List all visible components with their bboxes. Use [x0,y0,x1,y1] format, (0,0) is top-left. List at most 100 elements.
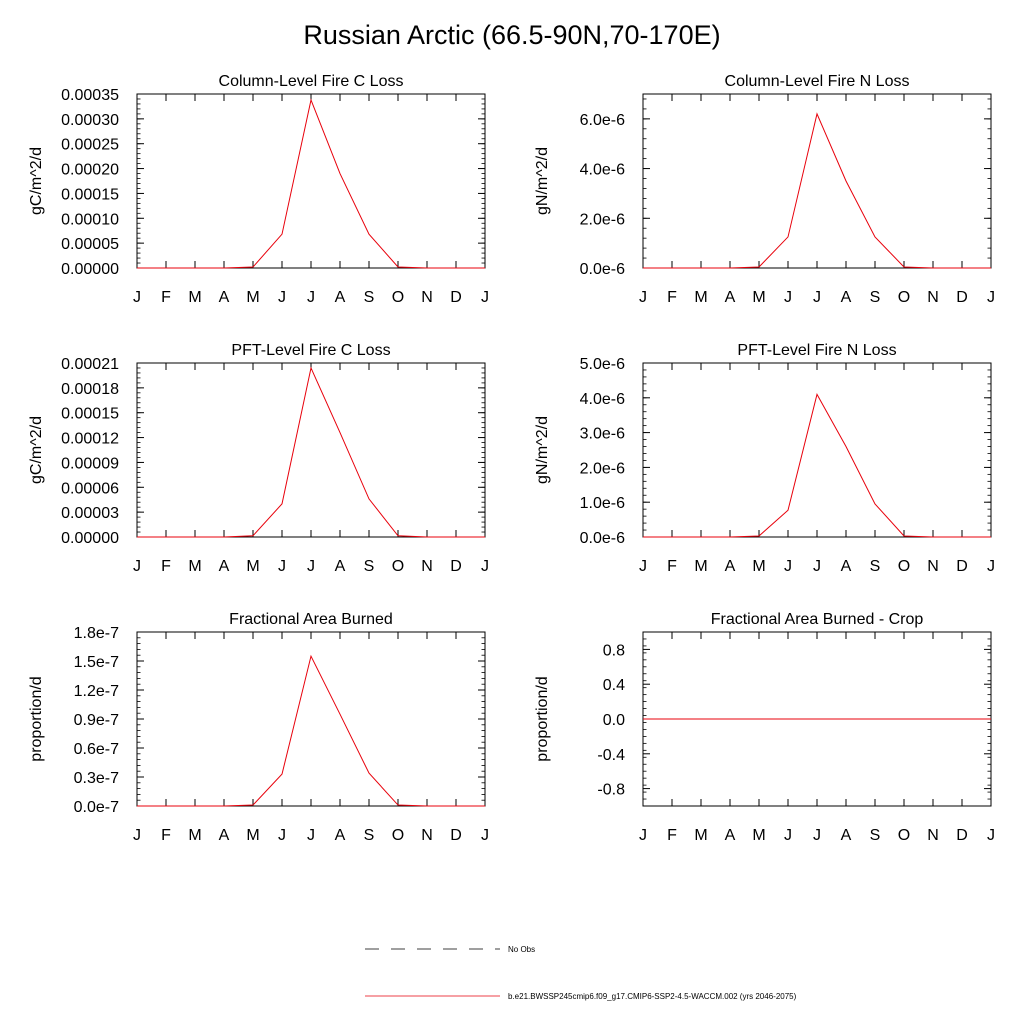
y-tick-label: 4.0e-6 [580,162,625,179]
panel-title: Column-Level Fire C Loss [219,73,404,90]
x-tick-label: F [161,558,171,575]
y-tick-label: 0.8 [603,642,625,659]
x-tick-label: J [813,289,821,306]
x-tick-label: A [841,289,852,306]
x-tick-label: M [246,558,259,575]
series-line [643,112,991,269]
y-tick-label: 0.00025 [61,137,119,154]
y-tick-label: 0.00005 [61,236,119,253]
panel-title: Column-Level Fire N Loss [725,73,910,90]
x-tick-label: M [694,827,707,844]
x-tick-label: J [784,289,792,306]
x-tick-label: A [335,827,346,844]
y-tick-label: 6.0e-6 [580,112,625,129]
figure-title: Russian Arctic (66.5-90N,70-170E) [303,20,721,50]
x-tick-label: A [335,558,346,575]
x-tick-label: A [841,558,852,575]
x-tick-label: J [784,558,792,575]
panel-6: Fractional Area Burned - Crop proportion/… [534,611,995,844]
y-tick-label: -0.4 [597,747,625,764]
x-tick-label: O [898,827,910,844]
x-tick-label: N [421,558,433,575]
y-tick-label: 4.0e-6 [580,391,625,408]
y-tick-label: 0.3e-7 [74,770,119,787]
plot-frame [136,93,486,269]
x-tick-label: J [278,289,286,306]
y-tick-label: 0.00018 [61,381,119,398]
x-tick-label: O [392,289,404,306]
x-tick-label: D [450,558,462,575]
x-tick-label: N [421,827,433,844]
y-tick-label: 0.00035 [61,87,119,104]
x-tick-label: A [219,827,230,844]
x-tick-label: M [246,289,259,306]
x-tick-label: J [639,289,647,306]
x-tick-label: J [987,289,995,306]
x-tick-label: J [481,827,489,844]
x-tick-label: A [335,289,346,306]
y-tick-label: 0.0e-6 [580,530,625,547]
x-tick-label: A [219,289,230,306]
x-tick-label: O [898,558,910,575]
x-tick-label: M [246,827,259,844]
x-tick-label: M [188,558,201,575]
x-tick-label: D [450,289,462,306]
x-tick-label: J [481,289,489,306]
x-tick-label: J [307,827,315,844]
legend: No Obs b.e21.BWSSP245cmip6.f09_g17.CMIP6… [365,945,797,1001]
x-tick-label: F [667,289,677,306]
x-tick-label: M [752,558,765,575]
y-tick-label: 0.6e-7 [74,741,119,758]
y-tick-label: 0.00000 [61,261,119,278]
legend-label-no-obs: No Obs [508,945,535,954]
y-tick-label: 5.0e-6 [580,356,625,373]
x-tick-label: F [667,827,677,844]
y-tick-label: 3.0e-6 [580,426,625,443]
y-axis-label: proportion/d [534,676,551,761]
y-tick-label: 0.00006 [61,480,119,497]
plot-frame [642,362,992,538]
x-tick-label: S [870,558,881,575]
x-tick-label: J [987,827,995,844]
y-tick-label: 0.0e-7 [74,799,119,816]
x-tick-label: M [694,289,707,306]
panel-title: PFT-Level Fire N Loss [737,342,896,359]
y-tick-label: 0.4 [603,677,625,694]
x-tick-label: M [752,289,765,306]
x-tick-label: M [188,827,201,844]
x-tick-label: S [364,289,375,306]
x-tick-label: J [133,289,141,306]
y-axis-label: gC/m^2/d [28,416,45,484]
series-line [137,98,485,269]
y-axis-label: gN/m^2/d [534,416,551,484]
series-line [137,366,485,538]
y-tick-label: 0.00003 [61,505,119,522]
x-tick-label: O [392,827,404,844]
plot-frame [136,362,486,538]
y-tick-label: 0.00021 [61,356,119,373]
legend-label-model: b.e21.BWSSP245cmip6.f09_g17.CMIP6-SSP2-4… [508,992,797,1001]
x-tick-label: O [392,558,404,575]
y-tick-label: 1.2e-7 [74,683,119,700]
y-tick-label: 0.00012 [61,431,119,448]
y-tick-label: 0.9e-7 [74,712,119,729]
x-tick-label: N [927,289,939,306]
y-tick-label: 0.00000 [61,530,119,547]
x-tick-label: F [161,827,171,844]
y-axis-label: gN/m^2/d [534,147,551,215]
x-tick-label: M [694,558,707,575]
x-tick-label: F [161,289,171,306]
y-tick-label: 2.0e-6 [580,460,625,477]
x-tick-label: F [667,558,677,575]
y-tick-label: 0.00009 [61,455,119,472]
x-tick-label: J [813,558,821,575]
y-tick-label: 0.0e-6 [580,261,625,278]
y-axis-label: gC/m^2/d [28,147,45,215]
x-tick-label: S [364,827,375,844]
